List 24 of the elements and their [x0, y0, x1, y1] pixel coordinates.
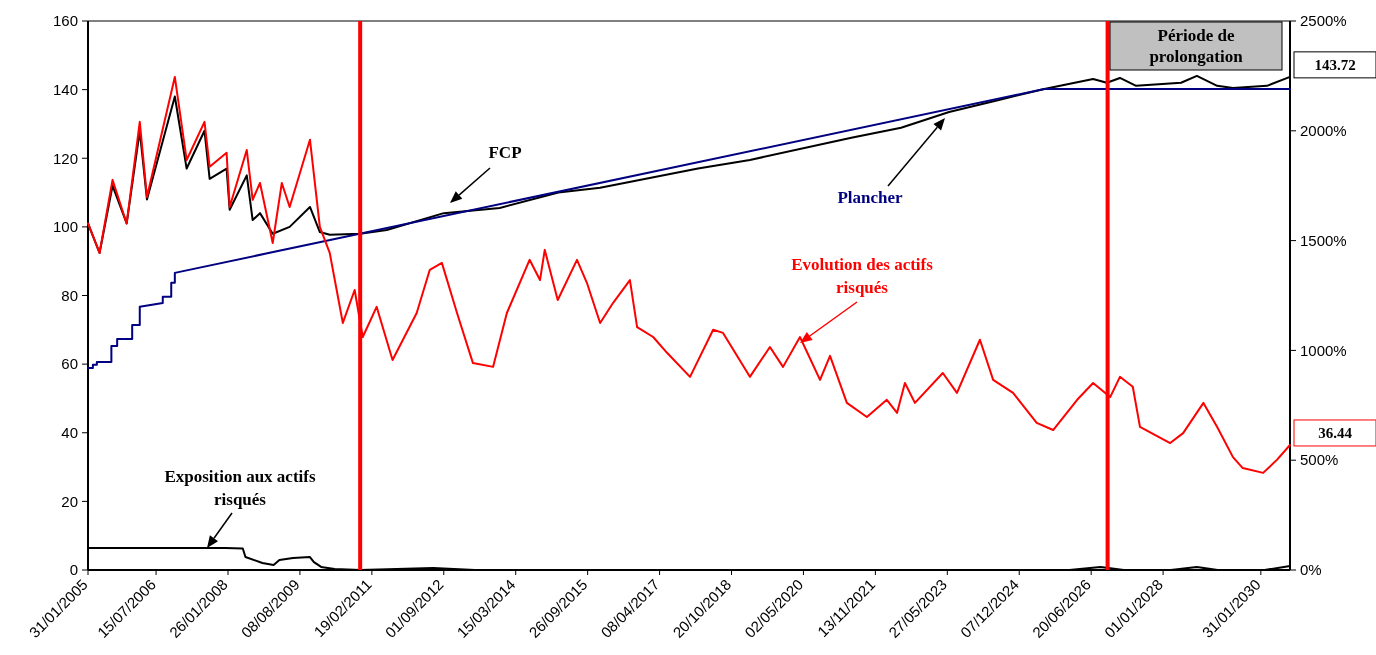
annotation: Période de prolongation	[1149, 26, 1244, 66]
y2-tick-label: 1500%	[1300, 231, 1347, 249]
text-callout-box: Période de prolongation	[1109, 21, 1283, 71]
y-tick-label: 100	[52, 218, 78, 236]
text: FCP	[488, 143, 522, 162]
y2-tick-label: 500%	[1300, 451, 1339, 469]
y-tick-label: 0	[69, 561, 78, 579]
annotation: 143.72	[1314, 57, 1356, 74]
annotation: 36.44	[1318, 425, 1353, 442]
y-tick-label: 160	[52, 12, 78, 30]
text: Evolution des actifs risqués	[791, 255, 934, 297]
y-tick-label: 140	[52, 80, 78, 98]
y-tick-label: 40	[61, 424, 78, 441]
text: Plancher	[837, 188, 904, 207]
y2-tick-label: 2500%	[1300, 12, 1347, 30]
y-tick-label: 80	[61, 286, 78, 304]
y-tick-label: 120	[52, 149, 78, 167]
text: Exposition aux actifs risqués	[164, 467, 316, 509]
y-tick-label: 20	[61, 492, 78, 510]
y2-tick-label: 2000%	[1300, 122, 1347, 140]
y2-tick-label: 1000%	[1300, 341, 1347, 359]
y2-tick-label: 0%	[1300, 561, 1322, 579]
line-series	[87, 87, 1291, 369]
y-tick-label: 60	[61, 355, 78, 373]
